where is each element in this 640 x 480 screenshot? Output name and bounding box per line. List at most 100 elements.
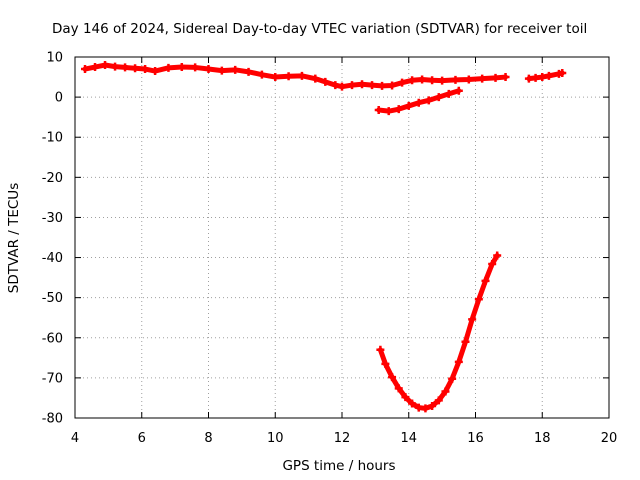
data-point	[441, 387, 450, 396]
data-point	[81, 65, 90, 74]
data-point	[331, 81, 340, 90]
series-arc-deep-dip	[376, 251, 502, 413]
data-point	[131, 64, 140, 73]
x-tick-label: 8	[204, 431, 212, 446]
series-arc-late	[524, 69, 567, 83]
data-point	[311, 74, 320, 83]
data-point	[394, 105, 403, 114]
data-series	[81, 61, 567, 413]
data-point	[388, 373, 397, 382]
data-point	[348, 81, 357, 90]
data-point	[284, 72, 293, 81]
x-tick-label: 16	[467, 431, 484, 446]
x-tick-label: 10	[267, 431, 284, 446]
data-point	[474, 295, 483, 304]
series-arc-main-upper	[81, 61, 510, 91]
data-point	[408, 399, 417, 408]
data-point	[398, 78, 407, 87]
y-tick-label: 0	[55, 91, 63, 106]
data-point	[217, 66, 226, 75]
x-tick-label: 4	[71, 431, 79, 446]
data-point	[448, 374, 457, 383]
data-point	[191, 63, 200, 72]
x-tick-label: 6	[138, 431, 146, 446]
data-point	[464, 75, 473, 84]
data-point	[91, 63, 100, 72]
data-point	[408, 76, 417, 85]
data-point	[538, 73, 547, 82]
data-point	[428, 76, 437, 85]
data-point	[438, 76, 447, 85]
data-point	[491, 73, 500, 82]
axis-ticks	[74, 56, 610, 419]
y-tick-label: -70	[42, 371, 63, 386]
data-point	[414, 403, 423, 412]
x-tick-label: 12	[334, 431, 351, 446]
grid-lines	[75, 57, 609, 418]
data-point	[368, 81, 377, 90]
x-tick-label: 14	[400, 431, 417, 446]
data-point	[428, 401, 437, 410]
x-tick-labels: 4 6 8 10 12 14 16 18 20	[71, 431, 617, 446]
data-point	[257, 70, 266, 79]
y-tick-label: -30	[42, 211, 63, 226]
data-point	[111, 62, 120, 71]
data-point	[297, 71, 306, 80]
data-point	[461, 337, 470, 346]
data-point	[434, 93, 443, 102]
data-point	[231, 65, 240, 74]
data-point	[481, 276, 490, 285]
data-point	[101, 61, 110, 70]
data-point	[544, 71, 553, 80]
data-point	[394, 384, 403, 393]
data-point	[558, 69, 567, 78]
data-point	[381, 359, 390, 368]
data-point	[531, 73, 540, 82]
data-point	[451, 75, 460, 84]
data-point	[401, 393, 410, 402]
data-point	[424, 96, 433, 105]
data-point	[404, 101, 413, 110]
data-point	[421, 404, 430, 413]
data-point	[434, 396, 443, 405]
y-tick-label: -40	[42, 251, 63, 266]
data-point	[374, 105, 383, 114]
data-point	[468, 315, 477, 324]
series-arc-rising-low	[374, 86, 463, 116]
data-point	[493, 251, 502, 260]
y-axis-label: SDTVAR / TECUs	[6, 183, 22, 293]
data-point	[204, 65, 213, 74]
data-point	[121, 63, 130, 72]
data-point	[271, 73, 280, 82]
data-point	[384, 107, 393, 116]
x-tick-label: 18	[534, 431, 551, 446]
data-point	[376, 345, 385, 354]
data-point	[164, 63, 173, 72]
data-point	[378, 81, 387, 90]
data-point	[358, 80, 367, 89]
data-point	[177, 63, 186, 72]
data-point	[524, 74, 533, 83]
data-point	[418, 75, 427, 84]
data-point	[244, 67, 253, 76]
y-tick-label: -50	[42, 291, 63, 306]
data-point	[488, 259, 497, 268]
data-point	[388, 81, 397, 90]
x-tick-label: 20	[601, 431, 618, 446]
y-tick-label: -10	[42, 131, 63, 146]
y-tick-label: -20	[42, 171, 63, 186]
data-point	[454, 357, 463, 366]
data-point	[151, 67, 160, 76]
data-point	[141, 65, 150, 74]
y-tick-labels: 10 0 -10 -20 -30 -40 -50 -60 -70 -80	[42, 51, 63, 427]
data-point	[414, 98, 423, 107]
data-point	[501, 73, 510, 82]
x-axis-label: GPS time / hours	[282, 458, 395, 474]
data-point	[321, 77, 330, 86]
data-point	[478, 74, 487, 83]
data-point	[338, 82, 346, 91]
y-tick-label: -80	[42, 412, 63, 427]
y-tick-label: 10	[46, 51, 63, 66]
chart-title: Day 146 of 2024, Sidereal Day-to-day VTE…	[52, 21, 587, 37]
